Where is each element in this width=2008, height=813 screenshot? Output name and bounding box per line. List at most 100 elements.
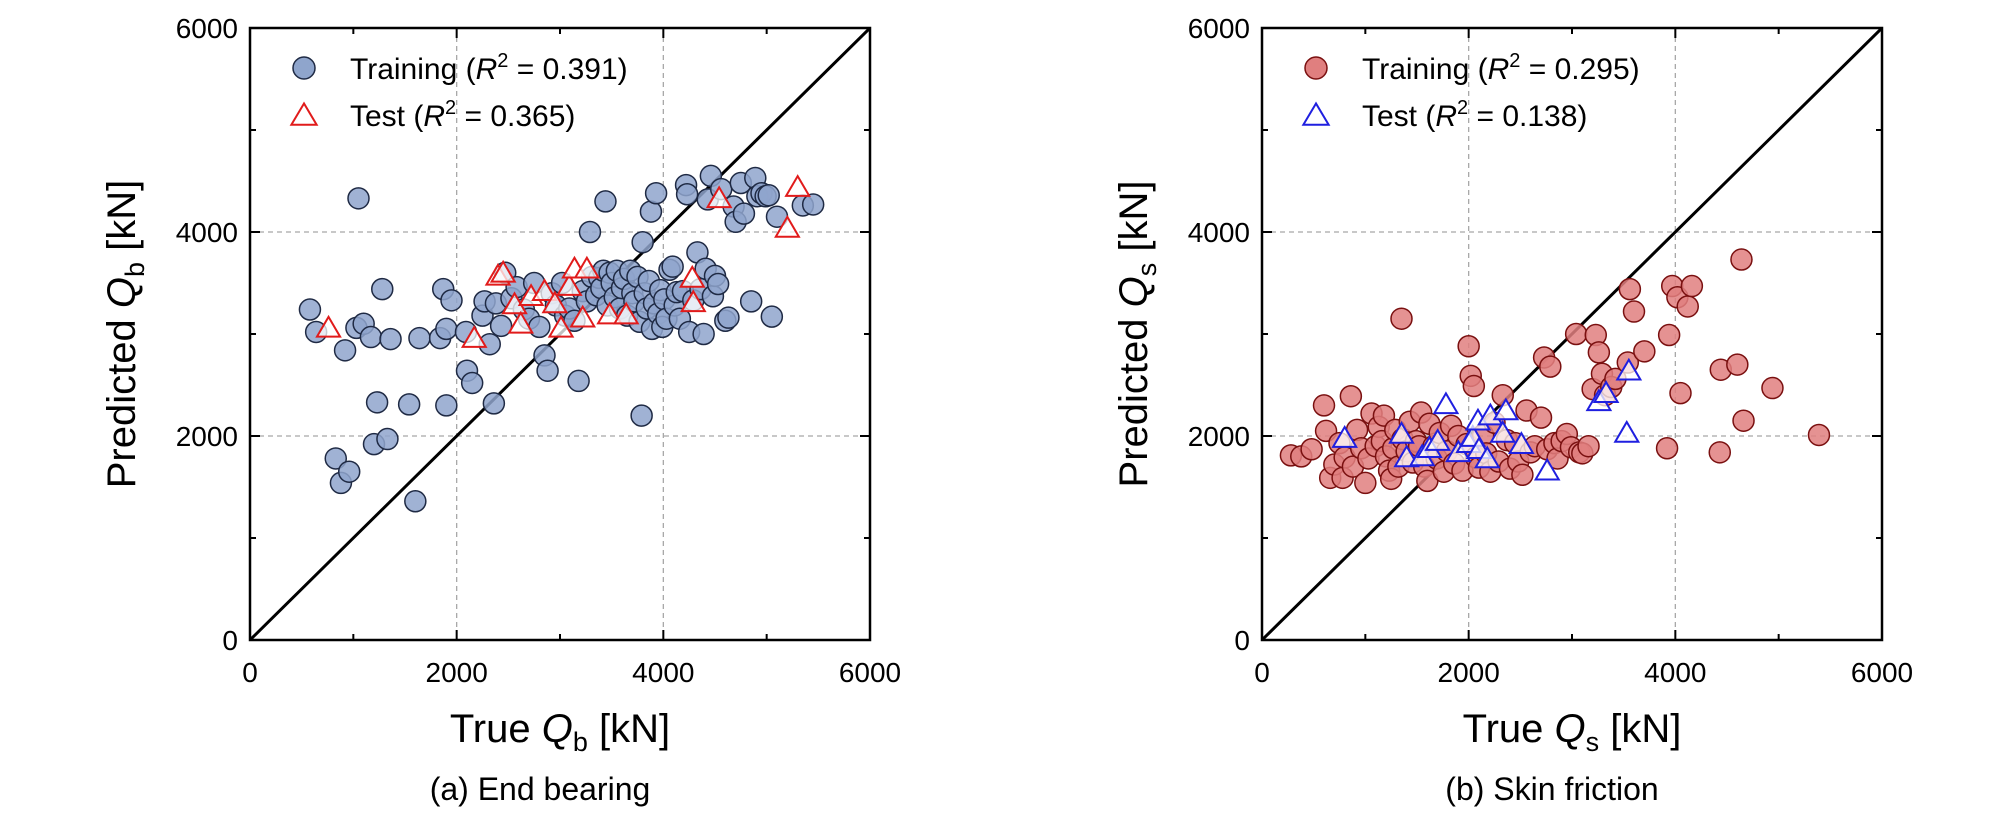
chart-0-training-point-40 [536, 359, 559, 382]
chart-1-test-point-14 [1489, 419, 1517, 443]
chart-1-training-point-67 [1529, 406, 1553, 429]
chart-0-training-point-22 [440, 289, 463, 312]
chart-0-legend-marker-test [289, 101, 319, 126]
chart-0-training-point-38 [528, 315, 551, 339]
chart-0-training-point-92 [675, 183, 699, 206]
chart-1-ytick-label-1: 2000 [1188, 421, 1250, 452]
chart-1-training-point-92 [1657, 323, 1681, 347]
chart-0-test-point-14 [596, 301, 623, 325]
chart-1-training-point-101 [1730, 248, 1753, 271]
chart-0-test-point-10 [556, 273, 583, 296]
chart-0-training-point-12 [371, 277, 394, 301]
chart-0-training-point-103 [706, 272, 730, 296]
chart-0-training-point-56 [594, 190, 617, 213]
chart-0-test-point-15 [612, 301, 640, 325]
chart-1-test-point-6 [1432, 391, 1460, 415]
chart-0-test-point-12 [569, 304, 597, 328]
chart-0-test-point-8 [541, 290, 569, 314]
chart-0-caption: (a) End bearing [430, 771, 651, 807]
chart-0-training-point-71 [630, 404, 653, 427]
chart-1-test-point-20 [1613, 419, 1641, 443]
chart-0-ytick-label-0: 0 [222, 625, 238, 656]
chart-0-training-point-11 [365, 391, 389, 414]
chart-0-test-point-0 [315, 314, 342, 338]
chart-0-training-point-7 [347, 187, 370, 210]
chart-0-ytick-label-3: 6000 [176, 13, 238, 44]
chart-1-training-point-48 [1457, 334, 1480, 358]
chart-0-training-point-116 [757, 184, 780, 207]
chart-0-training-point-86 [661, 255, 684, 278]
panel-skin-friction: 0 2000 4000 6000 0 2000 4000 6000 True Qs [kN] Pr… [1112, 13, 1913, 807]
chart-1-xtick-label-2: 4000 [1644, 657, 1706, 688]
chart-0-series-test [315, 174, 811, 348]
chart-0-test-point-20 [784, 174, 811, 197]
chart-0-training-point-2 [324, 447, 348, 470]
chart-0-test-point-19 [774, 214, 801, 238]
chart-1-training-point-76 [1564, 322, 1588, 346]
chart-0-xtick-label-0: 0 [242, 657, 258, 688]
chart-0-training-point-120 [801, 193, 825, 216]
chart-1-training-point-95 [1669, 381, 1692, 405]
chart-0-training-point-50 [578, 220, 602, 244]
chart-0-test-point-7 [531, 278, 558, 301]
chart-1-training-point-100 [1726, 353, 1749, 376]
chart-0-xtick-label-2: 4000 [632, 657, 694, 688]
chart-0-training-point-14 [379, 327, 402, 351]
chart-0-training-point-97 [692, 322, 715, 346]
chart-0-training-point-13 [376, 427, 399, 451]
chart-0-series-training [298, 164, 825, 513]
chart-0-test-point-1 [460, 325, 488, 348]
chart-0-legend-label-test: Test (R2 = 0.365) [350, 97, 575, 133]
chart-1-legend-marker-test [1301, 101, 1331, 126]
chart-0-legend-marker-training [292, 56, 316, 80]
chart-1-legend-marker-training [1304, 56, 1328, 80]
chart-0-xtick-label-3: 6000 [839, 657, 901, 688]
chart-0-training-point-0 [298, 298, 322, 321]
chart-1-training-point-88 [1618, 277, 1642, 301]
chart-0-training-point-5 [337, 460, 361, 483]
chart-1-training-point-27 [1390, 307, 1413, 330]
chart-1-ytick-label-2: 4000 [1188, 217, 1250, 248]
chart-1-training-point-103 [1761, 376, 1784, 400]
chart-1-training-point-102 [1732, 409, 1755, 432]
chart-1-training-point-91 [1655, 436, 1679, 460]
chart-1-test-point-12 [1473, 445, 1501, 469]
chart-1-training-point-14 [1354, 471, 1377, 495]
chart-1-test-point-15 [1492, 397, 1520, 421]
chart-0-training-point-72 [631, 230, 654, 254]
chart-0-training-point-25 [460, 371, 484, 395]
chart-0-test-point-16 [678, 264, 706, 288]
chart-1-x-axis-label: True Qs [kN] [1463, 707, 1682, 757]
chart-0-legend: Training (R2 = 0.391) Test (R2 = 0.365) [289, 50, 628, 133]
chart-1-training-point-90 [1633, 340, 1656, 363]
chart-1-training-point-10 [1339, 384, 1363, 408]
chart-0-test-point-5 [507, 310, 535, 334]
chart-1-training-point-3 [1312, 394, 1336, 417]
chart-1-training-point-96 [1676, 295, 1699, 318]
chart-1-legend-label-test: Test (R2 = 0.138) [1362, 97, 1587, 133]
chart-0-test-point-9 [547, 314, 575, 338]
chart-0-training-point-15 [397, 393, 421, 416]
chart-0-x-axis-label: True Qb [kN] [450, 707, 670, 757]
chart-0-test-point-18 [705, 185, 733, 209]
chart-1-test-point-5 [1424, 428, 1451, 451]
chart-1-xtick-label-1: 2000 [1438, 657, 1500, 688]
chart-1-ytick-label-0: 0 [1234, 625, 1250, 656]
chart-0-training-point-9 [359, 325, 383, 349]
chart-1-legend: Training (R2 = 0.295) Test (R2 = 0.138) [1301, 50, 1640, 133]
chart-1-test-point-17 [1533, 457, 1561, 481]
chart-1-legend-label-training: Training (R2 = 0.295) [1362, 50, 1640, 86]
chart-0-y-axis-label: Predicted Qb [kN] [100, 180, 150, 489]
chart-1-y-axis-label: Predicted Qs [kN] [1112, 181, 1162, 488]
chart-1-training-point-98 [1708, 441, 1732, 464]
chart-0-xtick-label-1: 2000 [426, 657, 488, 688]
chart-1-training-point-63 [1511, 463, 1534, 487]
chart-0-test-point-3 [489, 259, 517, 283]
chart-1-test-point-16 [1508, 431, 1535, 454]
chart-1-training-point-79 [1577, 434, 1600, 458]
chart-0-training-point-110 [732, 202, 756, 225]
chart-1-training-point-104 [1807, 423, 1831, 447]
chart-1-training-point-82 [1587, 341, 1611, 364]
chart-0-training-point-31 [489, 314, 513, 338]
